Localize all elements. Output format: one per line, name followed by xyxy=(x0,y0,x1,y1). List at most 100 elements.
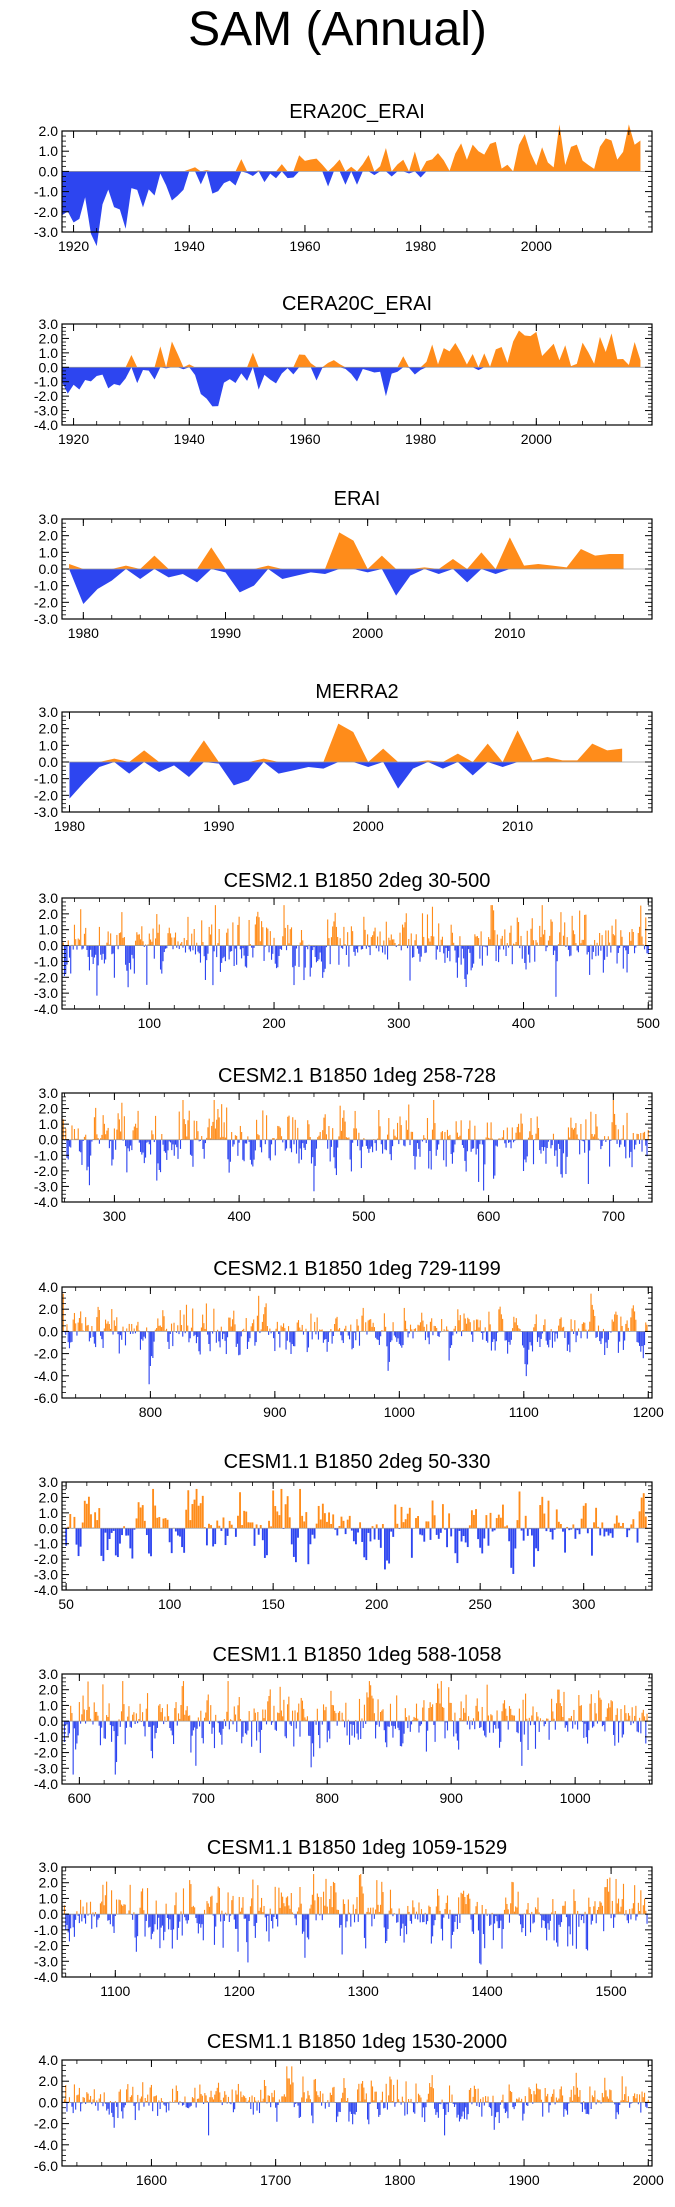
data-bar xyxy=(390,1528,393,1532)
data-bar xyxy=(599,1528,602,1536)
data-bar xyxy=(440,2102,442,2105)
data-bar xyxy=(77,1322,79,1332)
data-bar xyxy=(87,1914,89,1916)
data-bar xyxy=(137,1110,139,1140)
data-bar xyxy=(415,1911,418,1915)
data-bar xyxy=(114,1325,117,1332)
data-bar xyxy=(234,1914,237,1929)
data-bar xyxy=(252,2102,254,2115)
data-bar xyxy=(264,1914,266,1918)
chart-panel: CESM1.1 B1850 2deg 50-3303.02.01.00.0-1.… xyxy=(34,1451,653,1612)
data-bar xyxy=(93,1117,95,1140)
data-bar xyxy=(261,1321,263,1332)
data-bar xyxy=(486,1122,488,1140)
data-bar xyxy=(192,1139,194,1167)
data-bar xyxy=(603,2097,605,2103)
data-bar xyxy=(168,2102,170,2111)
data-bar xyxy=(395,1137,397,1140)
data-bar xyxy=(404,2102,406,2116)
data-bar xyxy=(511,945,513,965)
data-bar xyxy=(220,1326,222,1332)
data-bar xyxy=(179,1139,182,1149)
data-bar xyxy=(595,1914,597,1924)
data-bar xyxy=(494,1914,496,1924)
data-bar xyxy=(207,1694,209,1722)
data-bar xyxy=(491,1715,493,1722)
data-bar xyxy=(498,1914,501,1929)
data-bar xyxy=(203,1139,205,1159)
data-bar xyxy=(285,1721,287,1739)
data-bar xyxy=(510,1528,513,1568)
data-bar xyxy=(525,2102,528,2106)
data-bar xyxy=(399,1721,401,1747)
data-bar xyxy=(642,1493,645,1529)
data-bar xyxy=(154,1914,156,1925)
data-bar xyxy=(563,1691,565,1722)
data-bar xyxy=(386,1528,388,1561)
data-bar xyxy=(253,1914,255,1927)
data-bar xyxy=(339,1914,341,1928)
data-bar xyxy=(518,1914,520,1916)
data-bar xyxy=(521,1914,523,1933)
data-bar xyxy=(138,1719,140,1722)
data-bar xyxy=(76,1911,78,1915)
data-bar xyxy=(286,1496,289,1529)
data-bar xyxy=(632,2096,634,2103)
data-bar xyxy=(215,1331,217,1343)
data-bar xyxy=(517,1721,519,1734)
data-bar xyxy=(289,1908,291,1915)
data-bar xyxy=(123,937,125,946)
data-bar xyxy=(642,1905,644,1915)
data-bar xyxy=(611,1701,613,1722)
x-tick-label: 1100 xyxy=(509,1404,539,1420)
data-bar xyxy=(555,1331,557,1334)
data-bar xyxy=(208,1118,210,1140)
data-bar xyxy=(132,1331,134,1334)
data-bar xyxy=(275,1914,277,1920)
data-bar xyxy=(223,1914,225,1921)
data-bar xyxy=(397,1331,399,1339)
data-bar xyxy=(424,945,426,954)
data-bar xyxy=(234,1714,237,1722)
data-bar xyxy=(584,914,586,946)
data-bar xyxy=(82,2097,84,2103)
data-bar xyxy=(259,1331,261,1334)
data-bar xyxy=(522,1699,524,1722)
data-bar xyxy=(605,1331,607,1343)
data-bar xyxy=(391,1139,394,1147)
positive-area xyxy=(69,532,624,569)
x-tick-label: 250 xyxy=(468,1596,492,1612)
data-bar xyxy=(425,1139,427,1143)
data-bar xyxy=(428,1139,430,1169)
y-tick-label: -4.0 xyxy=(34,1194,58,1210)
data-bar xyxy=(505,1708,507,1722)
data-bar xyxy=(101,945,103,960)
data-bar xyxy=(428,1708,430,1722)
data-bar xyxy=(613,1523,616,1529)
data-bar xyxy=(507,1331,509,1354)
data-bar xyxy=(517,922,520,946)
data-bar xyxy=(636,1721,638,1732)
data-bar xyxy=(515,1132,517,1140)
data-bar xyxy=(446,1326,448,1332)
data-bar xyxy=(227,928,229,946)
data-bar xyxy=(72,1319,74,1332)
data-bar xyxy=(396,1695,398,1722)
data-bar xyxy=(505,1139,507,1148)
data-bar xyxy=(85,927,87,946)
data-bar xyxy=(567,945,569,950)
data-bar xyxy=(399,932,401,946)
data-bar xyxy=(536,1116,538,1140)
x-tick-label: 1100 xyxy=(100,1983,130,1999)
y-tick-label: 0.0 xyxy=(39,359,59,375)
data-bar xyxy=(461,2102,463,2117)
data-bar xyxy=(171,1721,173,1736)
data-bar xyxy=(199,945,202,963)
data-bar xyxy=(355,945,357,949)
data-bar xyxy=(400,1506,403,1529)
data-bar xyxy=(299,1721,301,1737)
data-bar xyxy=(435,1702,437,1722)
data-bar xyxy=(353,945,355,952)
data-bar xyxy=(605,1528,608,1532)
data-bar xyxy=(109,2100,111,2103)
